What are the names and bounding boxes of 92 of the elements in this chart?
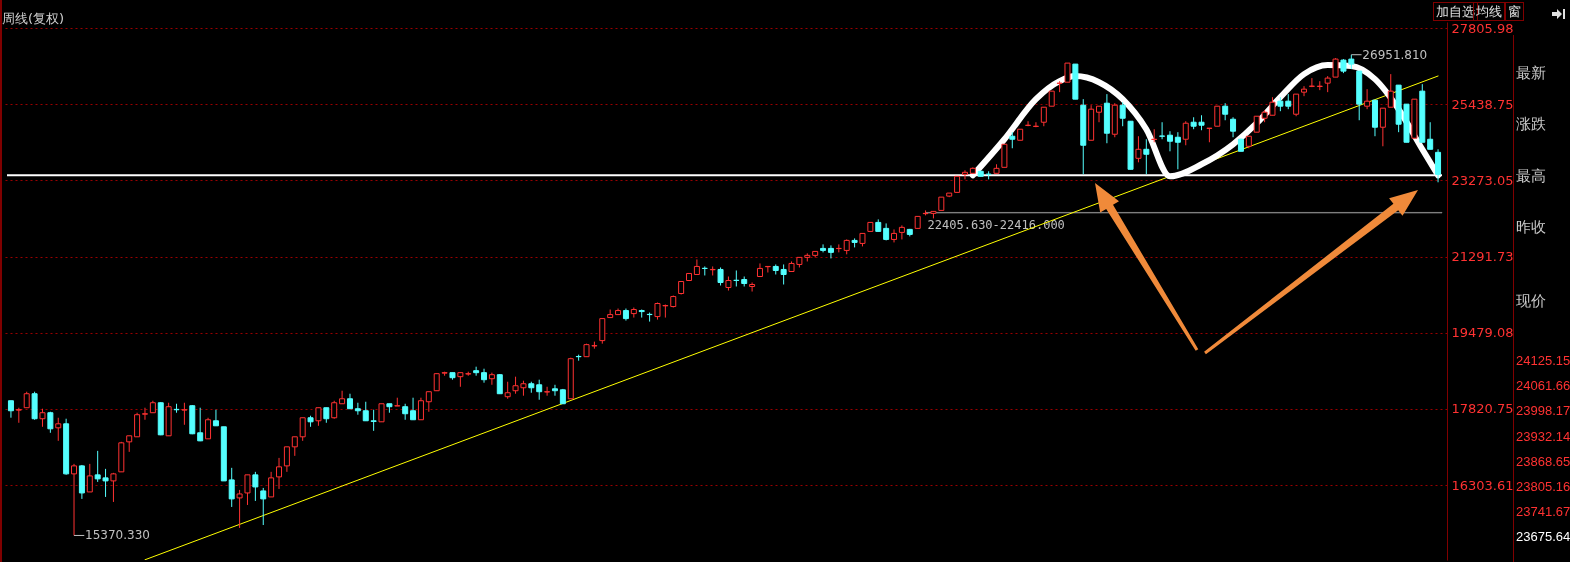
candlestick	[544, 386, 551, 397]
candlestick	[717, 266, 724, 286]
candlestick	[1364, 88, 1371, 110]
text: 24125.15	[1516, 353, 1570, 368]
candlestick	[961, 169, 968, 180]
candlestick	[39, 408, 46, 428]
y-tick-label: 27805.98	[1451, 20, 1514, 36]
candlestick	[1001, 143, 1008, 168]
text: 昨收	[1516, 218, 1546, 237]
candlestick	[134, 412, 141, 438]
candlestick	[291, 436, 298, 457]
y-tick-label: 25438.75	[1451, 96, 1514, 112]
candlestick	[827, 244, 834, 259]
chart-title: 周线(复权)	[2, 10, 65, 28]
candlestick	[488, 372, 495, 386]
candlestick	[1166, 130, 1173, 152]
candlestick	[1096, 105, 1103, 123]
candlestick	[252, 471, 259, 502]
candlestick	[86, 463, 93, 493]
candlestick	[1182, 120, 1189, 146]
candlestick	[1214, 105, 1221, 127]
text: 窗	[1505, 2, 1524, 21]
candlestick	[1301, 85, 1308, 97]
annotation: 15370.330	[85, 528, 150, 543]
candlestick	[496, 373, 503, 395]
candlestick	[205, 417, 212, 440]
candlestick	[820, 243, 827, 253]
text: 23741.67	[1516, 504, 1570, 520]
candlestick	[410, 397, 417, 421]
candlestick	[260, 487, 267, 526]
y-tick-label: 19479.08	[1451, 325, 1514, 341]
candlestick	[1427, 121, 1434, 150]
candlestick	[1056, 80, 1063, 93]
candlestick	[71, 463, 78, 536]
candlestick	[1379, 107, 1386, 147]
candlestick	[1174, 131, 1181, 170]
candlestick	[898, 224, 905, 240]
candlestick	[749, 282, 756, 293]
text: 23675.64	[1516, 529, 1570, 545]
candlestick	[228, 467, 235, 508]
candlestick	[599, 318, 606, 345]
candlestick	[693, 258, 700, 275]
candlestick	[339, 390, 346, 405]
candlestick	[891, 228, 898, 243]
candlestick	[378, 403, 385, 423]
candlestick	[141, 407, 148, 421]
candlestick	[417, 397, 424, 421]
candlestick	[268, 471, 275, 498]
candlestick	[55, 417, 62, 442]
candlestick	[1143, 138, 1150, 175]
candlestick	[551, 384, 558, 397]
candlestick	[354, 402, 361, 416]
candlestick	[1119, 101, 1126, 127]
candlestick	[197, 407, 204, 442]
candlestick	[212, 409, 219, 427]
text: 23805.16	[1516, 479, 1570, 494]
text: 现价	[1516, 292, 1546, 311]
candlestick	[764, 265, 771, 273]
candlestick	[425, 391, 432, 413]
candlestick	[1032, 121, 1039, 128]
text: 24061.66	[1516, 378, 1570, 394]
text: 最高	[1516, 167, 1546, 186]
candlestick	[1025, 120, 1032, 127]
candlestick	[181, 402, 188, 426]
candlestick	[110, 472, 117, 503]
candlestick	[276, 457, 283, 490]
candlestick	[283, 446, 290, 473]
candlestick	[1387, 73, 1394, 108]
text: 最新	[1516, 64, 1546, 83]
candlestick	[1435, 148, 1442, 183]
candlestick	[1230, 116, 1237, 138]
text: 23868.65	[1516, 453, 1570, 469]
y-tick-label: 17820.75	[1451, 401, 1514, 417]
candlestick	[1040, 106, 1047, 127]
candlestick	[315, 407, 322, 427]
candlestick	[1308, 77, 1315, 88]
candlestick	[1064, 62, 1071, 83]
text: 涨跌	[1516, 115, 1546, 134]
candlestick	[1293, 93, 1300, 117]
annotation: 26951.810	[1362, 47, 1428, 62]
text: 23998.17	[1516, 403, 1570, 419]
text: 均线	[1476, 4, 1502, 19]
candlestick	[299, 417, 306, 442]
text: 23932.14	[1516, 428, 1570, 444]
y-tick-label: 16303.61	[1451, 477, 1514, 493]
candlestick	[473, 366, 480, 377]
candlestick	[1206, 127, 1213, 143]
candlestick	[536, 379, 543, 401]
candlestick	[1135, 135, 1142, 163]
y-tick-label: 23273.05	[1451, 172, 1514, 188]
y-tick-label: 21291.73	[1451, 249, 1514, 265]
candlestick	[1159, 121, 1166, 140]
